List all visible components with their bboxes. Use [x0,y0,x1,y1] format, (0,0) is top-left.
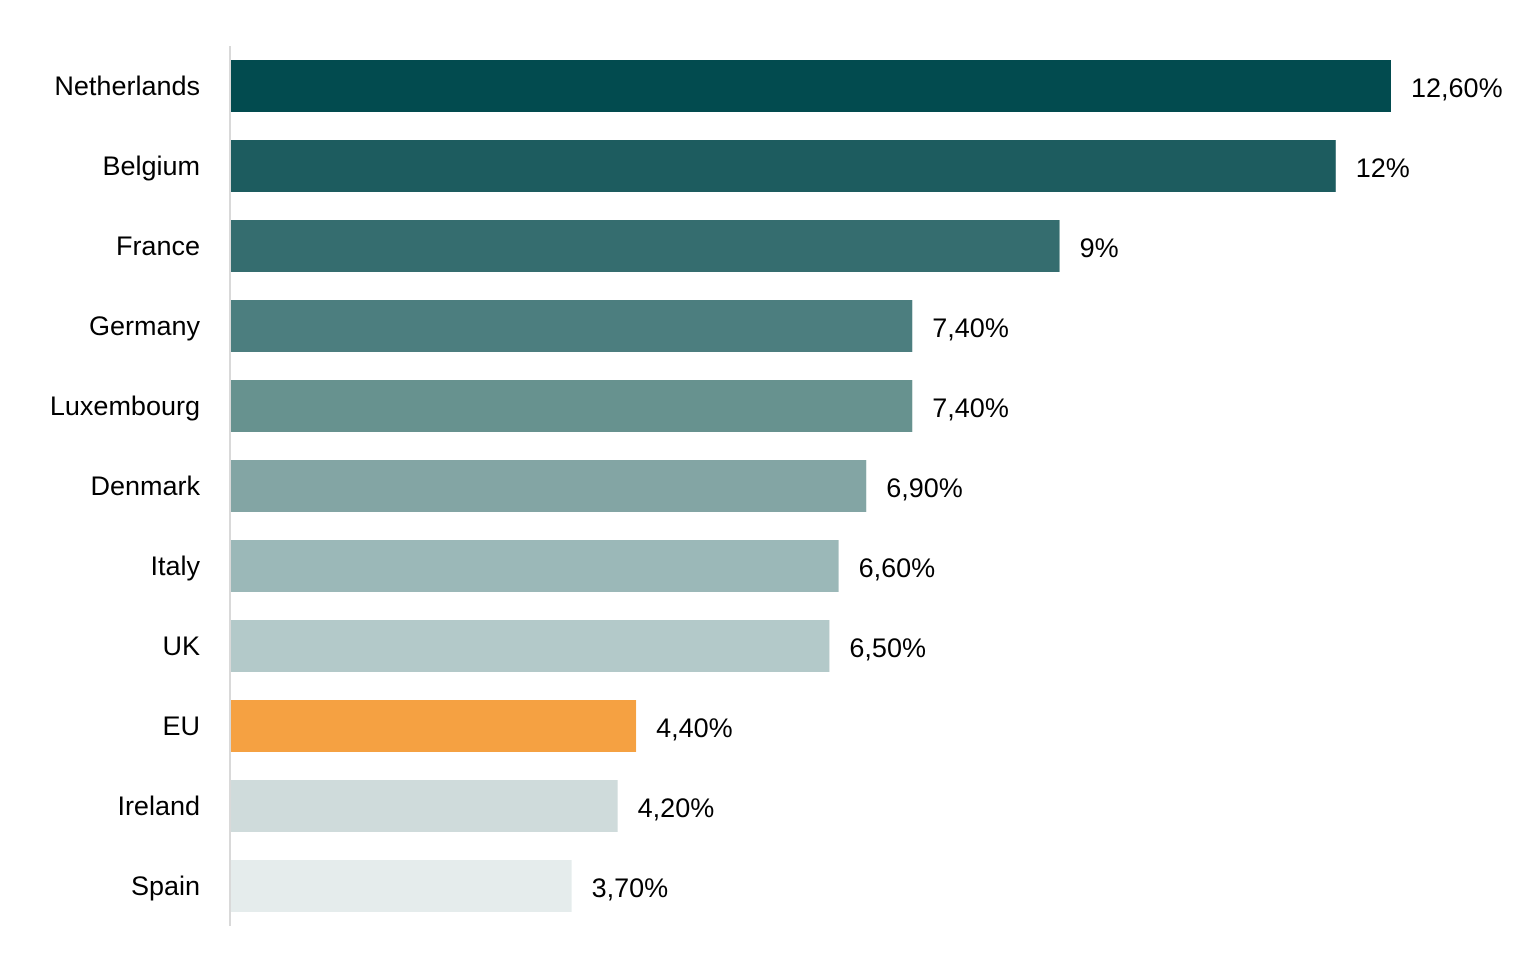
value-label: 9% [1080,233,1119,263]
category-label: Luxembourg [50,391,200,421]
category-label: Netherlands [54,71,200,101]
bar-denmark [231,460,867,512]
category-label: Belgium [102,151,200,181]
value-label: 6,90% [886,473,963,503]
category-label: France [116,231,200,261]
bar-uk [231,620,830,672]
value-label: 3,70% [592,873,669,903]
bar-germany [231,300,913,352]
value-label: 4,20% [638,793,715,823]
bar-eu [231,700,637,752]
bar-france [231,220,1060,272]
bar-ireland [231,780,618,832]
bar-luxembourg [231,380,913,432]
value-label: 12,60% [1411,73,1503,103]
bar-italy [231,540,839,592]
value-label: 4,40% [656,713,733,743]
bar-spain [231,860,572,912]
category-label: UK [162,631,200,661]
category-label: Germany [89,311,201,341]
bar-belgium [231,140,1336,192]
category-label: Spain [131,871,200,901]
value-label: 6,50% [849,633,926,663]
category-label: Denmark [90,471,200,501]
value-label: 6,60% [859,553,936,583]
value-label: 7,40% [932,313,1009,343]
value-label: 7,40% [932,393,1009,423]
category-label: Italy [150,551,200,581]
category-label: Ireland [117,791,200,821]
bars-layer: Netherlands 12,60% Belgium 12% France 9% Germa… [50,60,1503,912]
value-label: 12% [1356,153,1410,183]
bar-netherlands [231,60,1391,112]
category-label: EU [162,711,200,741]
